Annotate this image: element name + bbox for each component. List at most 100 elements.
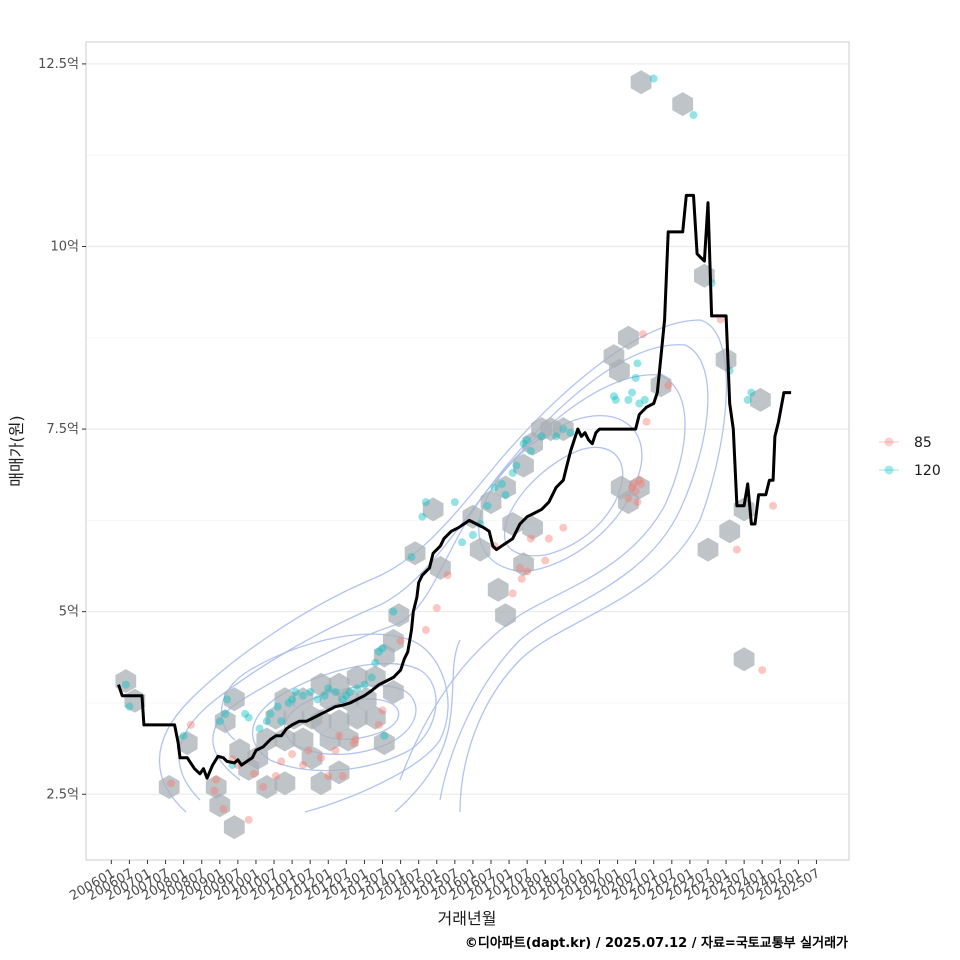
hexbin-layer — [115, 70, 771, 840]
hexbin — [552, 417, 574, 442]
point-120 — [221, 709, 230, 718]
point-85 — [769, 501, 778, 510]
point-120 — [624, 395, 633, 404]
point-120 — [266, 709, 275, 718]
point-120 — [306, 688, 315, 697]
panel-border — [85, 41, 850, 861]
hexbin — [274, 771, 296, 796]
point-120 — [371, 658, 380, 667]
y-axis-title: 매매가(원) — [7, 415, 26, 486]
point-120 — [273, 702, 282, 711]
hexbin — [176, 731, 198, 756]
point-120 — [255, 724, 264, 733]
hexbin — [430, 555, 451, 580]
hexbin — [292, 727, 314, 752]
hexbin — [214, 709, 236, 734]
hexbin — [319, 727, 341, 752]
hexbin — [355, 687, 377, 712]
hexbin — [495, 603, 516, 628]
point-120 — [566, 428, 575, 437]
point-85 — [378, 706, 387, 715]
point-120 — [338, 695, 347, 704]
x-axis-title: 거래년월 — [438, 909, 497, 928]
point-85 — [443, 571, 452, 580]
point-85 — [544, 534, 553, 543]
point-120 — [497, 479, 506, 488]
point-85 — [515, 563, 524, 572]
point-120 — [526, 447, 535, 455]
point-120 — [552, 432, 561, 441]
legend-key-point — [884, 437, 894, 447]
point-120 — [342, 691, 351, 700]
hexbin — [301, 745, 323, 770]
x-axis: 2006012006072007012007072008012008072009… — [67, 860, 823, 904]
point-120 — [121, 680, 130, 689]
point-85 — [219, 804, 228, 813]
point-85 — [374, 720, 383, 729]
hexbin — [256, 727, 278, 752]
hexbin — [618, 325, 639, 350]
hexbin — [650, 373, 672, 398]
y-tick-label: 10억 — [50, 240, 79, 255]
hexbin — [630, 70, 652, 95]
hexbin — [422, 497, 444, 522]
hexbin — [274, 687, 296, 712]
point-85 — [324, 772, 333, 781]
point-85 — [628, 483, 637, 492]
points-layer — [121, 74, 778, 824]
legend-item-85: 85 — [879, 435, 932, 451]
hexbin — [513, 552, 534, 577]
point-120 — [421, 498, 430, 507]
point-120 — [262, 717, 271, 726]
hexbin — [609, 358, 630, 383]
hexbin — [750, 387, 771, 412]
point-120 — [468, 530, 477, 539]
point-85 — [541, 556, 550, 565]
point-120 — [284, 698, 293, 707]
point-120 — [743, 395, 752, 404]
point-120 — [288, 695, 297, 704]
hexbin — [715, 347, 737, 372]
point-85 — [166, 779, 175, 788]
hexbin — [292, 687, 314, 712]
point-85 — [732, 545, 741, 554]
point-120 — [223, 695, 232, 704]
point-85 — [349, 739, 358, 748]
hexbin — [480, 490, 502, 515]
point-120 — [508, 468, 517, 477]
y-tick-label: 12.5억 — [38, 57, 79, 72]
point-120 — [649, 74, 658, 83]
density-contour — [212, 374, 686, 781]
hexbin — [383, 628, 404, 653]
point-85 — [638, 330, 647, 339]
hexbin — [223, 815, 245, 840]
point-85 — [259, 782, 268, 791]
point-85 — [421, 625, 430, 634]
point-85 — [277, 757, 286, 766]
point-120 — [345, 688, 354, 697]
point-85 — [635, 476, 644, 485]
point-120 — [298, 691, 307, 700]
hexbin — [373, 731, 395, 756]
hexbin — [337, 727, 359, 752]
point-85 — [338, 772, 347, 781]
point-120 — [378, 644, 387, 653]
point-120 — [324, 684, 333, 693]
point-120 — [458, 538, 467, 547]
legend-label: 120 — [914, 463, 941, 479]
point-120 — [523, 436, 532, 445]
y-tick-label: 2.5억 — [46, 787, 79, 802]
y-tick-label: 5억 — [59, 605, 79, 620]
point-85 — [559, 523, 568, 532]
hexbin — [209, 793, 231, 818]
point-85 — [526, 534, 535, 543]
hexbin — [328, 709, 350, 734]
point-120 — [353, 684, 362, 693]
point-85 — [288, 750, 297, 759]
point-85 — [631, 487, 640, 496]
hexbin — [346, 705, 368, 730]
hexbin — [346, 665, 368, 690]
point-120 — [241, 709, 250, 718]
point-85 — [298, 761, 307, 770]
